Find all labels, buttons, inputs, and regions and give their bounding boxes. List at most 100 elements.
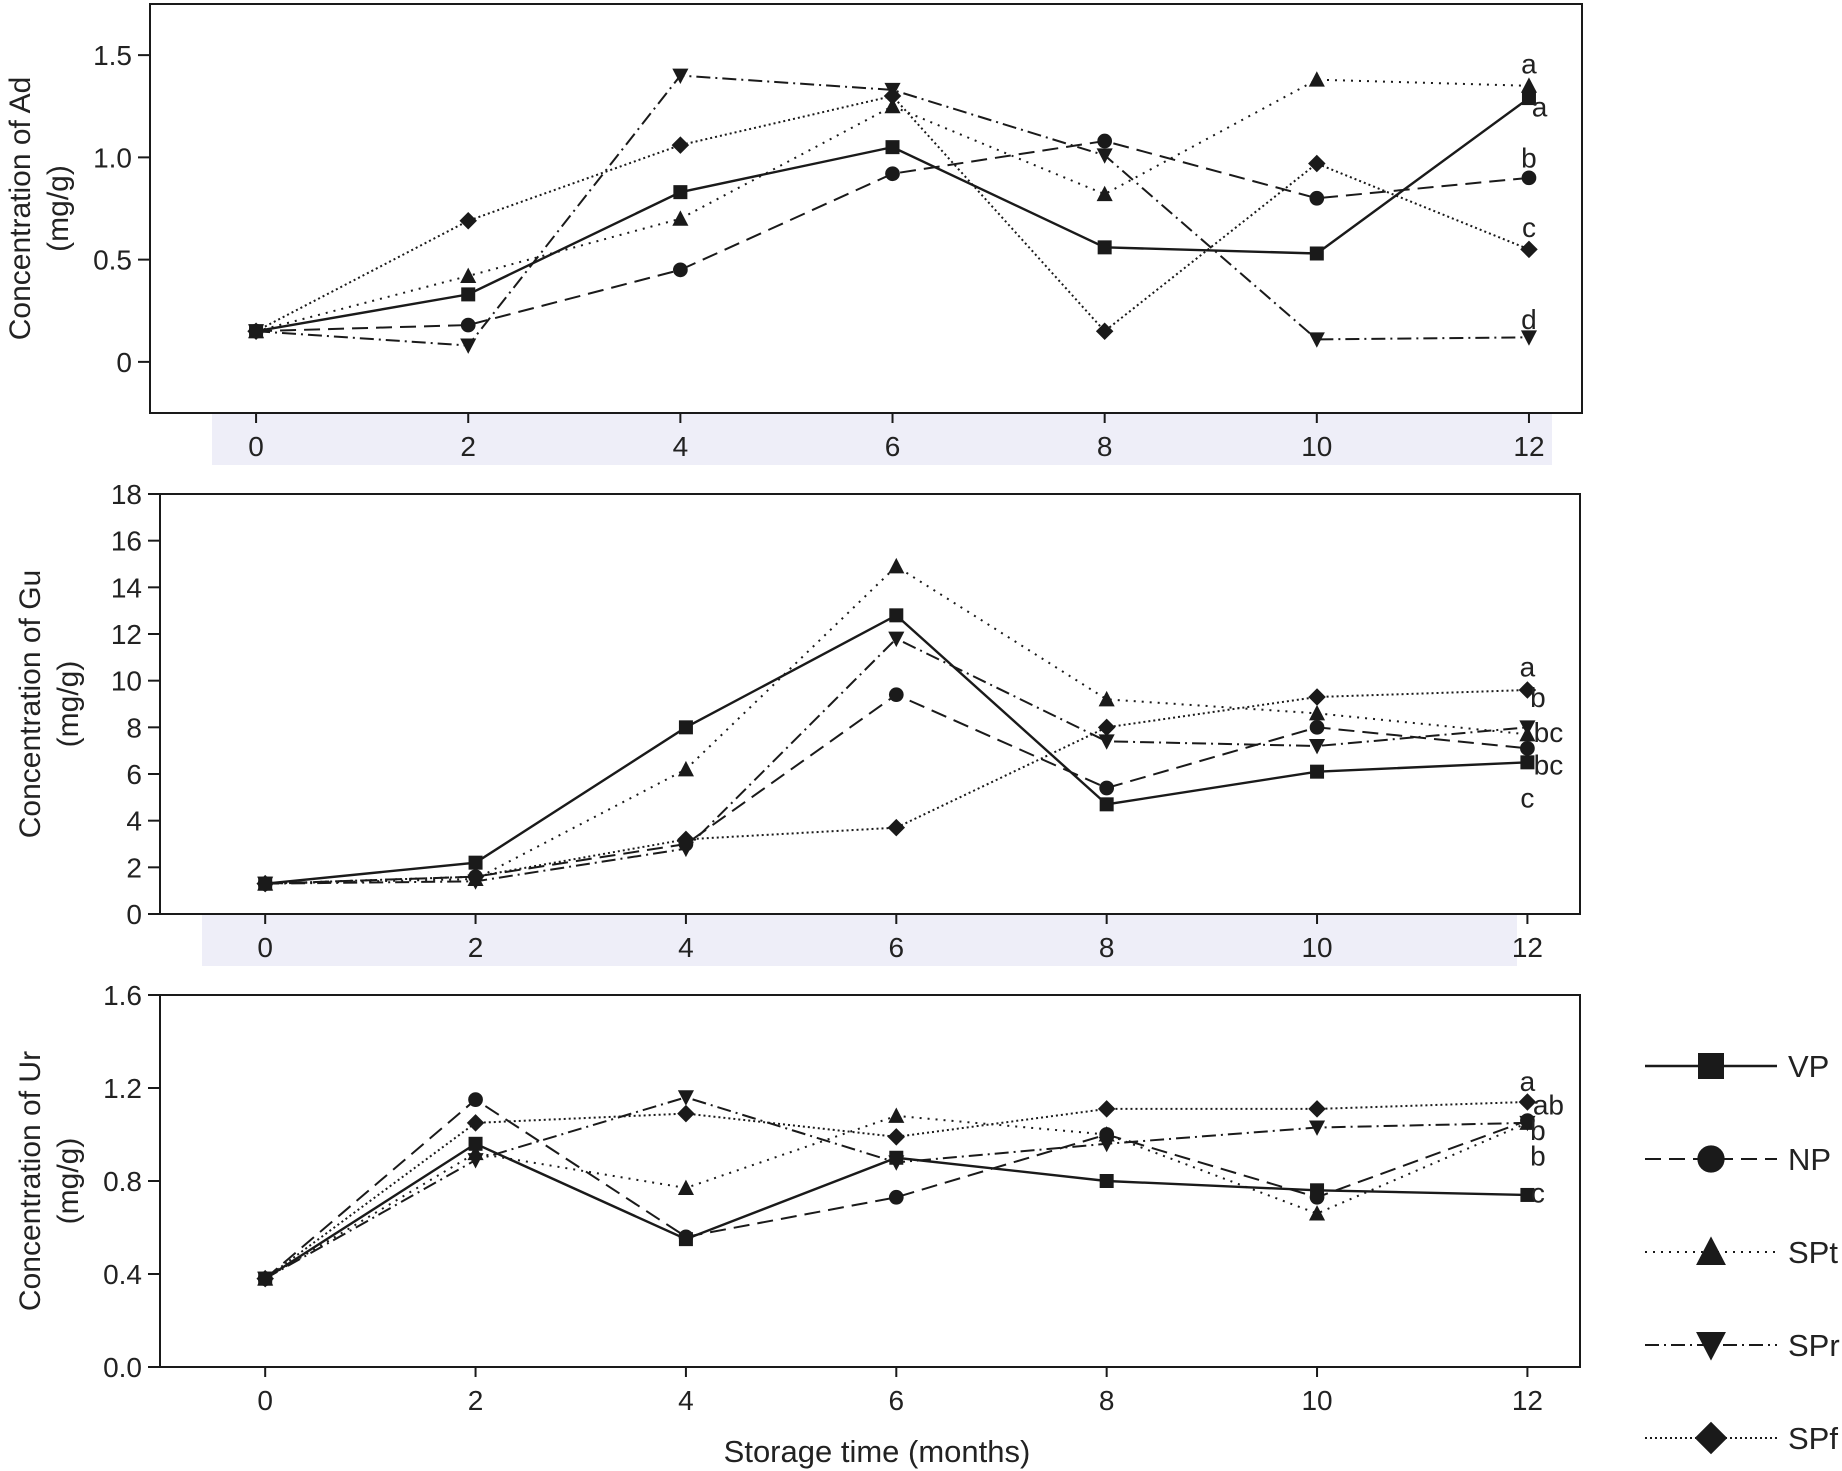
y-axis-label-line: Concentration of Gu: [14, 570, 47, 839]
data-point-spr: [1308, 1120, 1326, 1136]
data-point-spr: [1519, 1115, 1536, 1132]
y-axis-label-line: (mg/g): [52, 1138, 85, 1225]
legend-item-spt: SPt: [1645, 1235, 1838, 1270]
y-axis-label: Concentration of Ad (mg/g): [4, 77, 75, 341]
significance-label: b: [1521, 142, 1537, 173]
legend-label: VP: [1788, 1049, 1829, 1084]
legend-item-vp: VP: [1645, 1049, 1829, 1084]
data-point-spf: [677, 1104, 695, 1123]
data-point-spf: [247, 322, 265, 340]
x-tick-label: 8: [1097, 431, 1113, 462]
series-line-spt: [255, 78, 1529, 333]
legend-item-spr: SPr: [1645, 1328, 1840, 1363]
data-point-vp: [468, 855, 483, 870]
series-line-vp: [265, 613, 1528, 885]
data-point-spf: [677, 830, 695, 849]
legend-label: SPf: [1788, 1421, 1838, 1456]
tick-band: [212, 413, 1552, 465]
plot-frame: [149, 3, 1583, 414]
legend: VP NP SPt SPr SPf: [1645, 1049, 1840, 1456]
data-point-np: [468, 1092, 483, 1107]
data-point-spr: [672, 68, 689, 84]
significance-label: a: [1520, 1066, 1536, 1097]
significance-label: b: [1530, 1115, 1546, 1146]
data-point-spt: [1308, 1205, 1326, 1221]
data-point-spr: [1096, 148, 1113, 164]
significance-label: c: [1522, 212, 1536, 243]
significance-label: bc: [1534, 750, 1564, 781]
data-point-np: [1309, 1189, 1325, 1205]
series-line-spr: [265, 637, 1528, 885]
data-point-spt: [460, 267, 477, 283]
significance-label: c: [1531, 1178, 1545, 1209]
data-point-spt: [677, 1179, 694, 1195]
y-tick-label: 16: [111, 526, 142, 557]
x-tick-label: 12: [1512, 1385, 1543, 1416]
y-tick-label: 0.5: [93, 245, 132, 276]
panel-ad: 0 0.5 1.0 1.5 0 2 4 6 8 10 12 Concentration of Ad (m…: [4, 3, 1583, 465]
data-point-vp: [1099, 797, 1114, 812]
data-point-spt: [677, 760, 694, 777]
data-point-vp: [1521, 91, 1536, 106]
series-spf: [247, 87, 1538, 340]
y-tick-label: 18: [111, 479, 142, 510]
significance-label: d: [1521, 304, 1537, 335]
data-point-np: [460, 317, 476, 333]
legend-marker: [1694, 1421, 1728, 1455]
data-point-spr: [888, 631, 905, 648]
data-point-spr: [460, 338, 477, 354]
data-point-spr: [1519, 720, 1536, 736]
x-tick-label: 8: [1099, 1385, 1115, 1416]
data-point-spf: [1097, 1100, 1116, 1118]
data-point-spf: [1095, 322, 1114, 340]
x-axis-label: Storage time (months): [724, 1434, 1031, 1469]
series-line-spf: [265, 689, 1528, 885]
significance-label: ab: [1533, 1089, 1564, 1120]
y-tick-label: 1.6: [103, 980, 142, 1011]
data-point-spt: [888, 1107, 905, 1123]
data-point-spf: [1520, 240, 1538, 259]
data-point-vp: [1097, 240, 1112, 255]
data-point-spr: [467, 1153, 484, 1169]
data-point-np: [1099, 780, 1115, 796]
data-point-np: [1520, 740, 1535, 756]
legend-label: SPt: [1788, 1235, 1838, 1270]
data-point-vp: [1309, 246, 1324, 261]
y-tick-label: 1.0: [93, 142, 132, 173]
x-tick-label: 2: [460, 431, 476, 462]
series-spf: [256, 1093, 1537, 1288]
y-tick-label: 10: [111, 666, 142, 697]
y-tick-label: 0: [126, 899, 142, 930]
x-tick-label: 0: [257, 932, 273, 963]
x-tick-label: 6: [889, 1385, 905, 1416]
legend-marker: [1698, 1053, 1724, 1079]
data-point-spt: [1308, 704, 1326, 721]
data-point-np: [1309, 719, 1325, 735]
data-point-spf: [256, 874, 274, 893]
legend-item-np: NP: [1645, 1142, 1831, 1177]
data-point-np: [1097, 133, 1113, 149]
data-point-vp: [678, 720, 693, 735]
data-point-np: [1521, 170, 1537, 186]
significance-label: bc: [1534, 717, 1564, 748]
data-point-spr: [1520, 330, 1538, 346]
data-point-vp: [673, 185, 688, 200]
significance-label: b: [1530, 682, 1546, 713]
data-point-spf: [459, 212, 477, 230]
data-point-np: [888, 1189, 904, 1205]
x-tick-label: 10: [1301, 932, 1332, 963]
data-point-np: [678, 1229, 694, 1245]
y-axis-label: Concentration of Gu (mg/g): [14, 570, 85, 839]
data-point-spf: [1308, 688, 1326, 706]
data-point-spr: [1098, 734, 1115, 750]
x-tick-label: 2: [468, 932, 484, 963]
data-point-np: [673, 262, 688, 278]
data-point-spt: [1520, 77, 1538, 93]
x-tick-label: 4: [678, 1385, 694, 1416]
significance-label: c: [1520, 782, 1534, 813]
data-point-spf: [466, 1114, 485, 1132]
plot-frame: [159, 994, 1581, 1368]
legend-item-spf: SPf: [1645, 1421, 1838, 1456]
significance-label: a: [1521, 48, 1537, 79]
